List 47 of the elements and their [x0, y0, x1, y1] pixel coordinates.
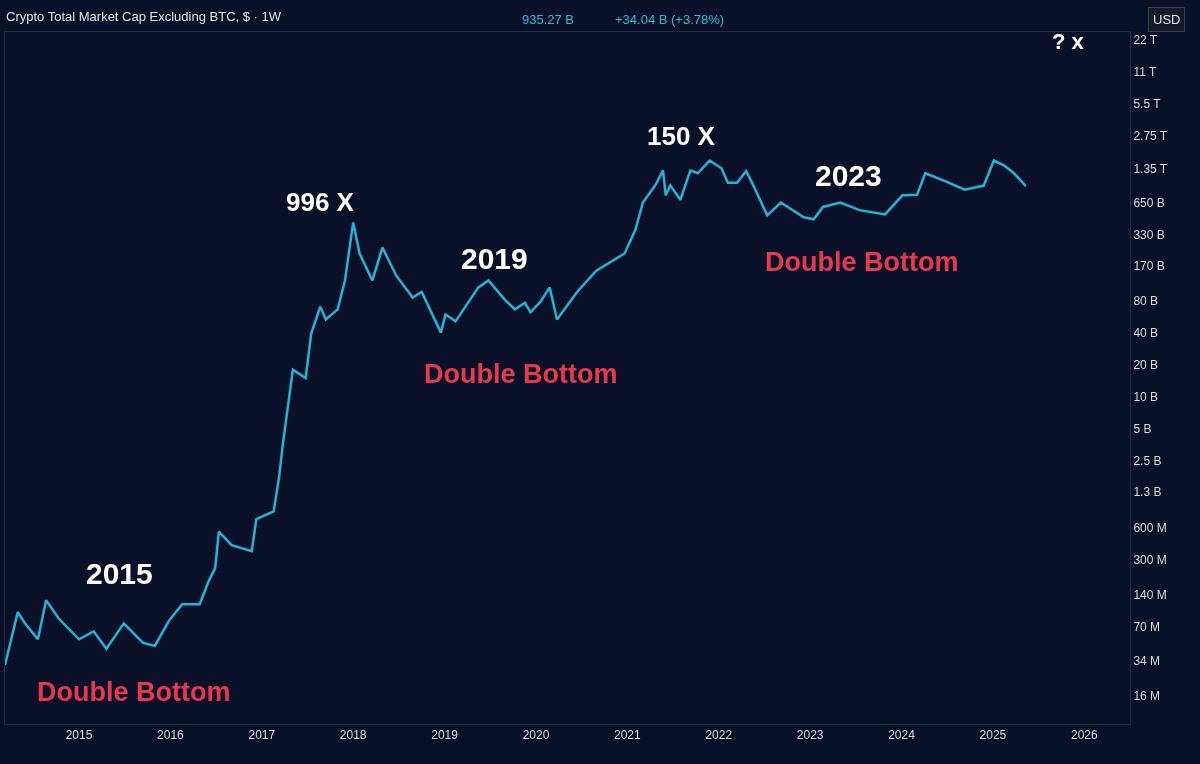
annotation: 150 X	[647, 121, 716, 151]
y-tick-label: 40 B	[1133, 325, 1159, 340]
chart-title: Crypto Total Market Cap Excluding BTC, $ · 1W	[6, 8, 282, 24]
x-tick-label: 2026	[1070, 728, 1098, 743]
annotation: ? x	[1052, 29, 1085, 54]
y-tick-label: 11 T	[1133, 65, 1157, 80]
annotation: Double Bottom	[37, 677, 231, 707]
x-tick-label: 2022	[705, 728, 733, 743]
y-tick-label: 140 M	[1133, 588, 1167, 603]
x-tick-label: 2020	[522, 728, 550, 743]
y-tick-label: 34 M	[1133, 653, 1161, 668]
y-tick-label: 1.35 T	[1133, 162, 1168, 177]
y-tick-label: 70 M	[1133, 620, 1161, 635]
annotation: 2023	[815, 159, 882, 192]
y-tick-label: 1.3 B	[1133, 484, 1162, 499]
y-tick-label: 16 M	[1133, 688, 1161, 703]
x-tick-label: 2018	[339, 728, 367, 743]
y-tick-label: 300 M	[1133, 552, 1167, 567]
y-tick-label: 5 B	[1133, 422, 1152, 437]
x-tick-label: 2019	[431, 728, 459, 743]
x-tick-label: 2021	[614, 728, 642, 743]
line-series	[5, 159, 1028, 667]
y-tick-label: 2.5 B	[1133, 454, 1162, 469]
y-tick-label: 600 M	[1133, 520, 1167, 535]
y-tick-label: 330 B	[1133, 227, 1165, 242]
x-tick-label: 2025	[979, 728, 1007, 743]
y-tick-label: 20 B	[1133, 357, 1159, 372]
annotation: Double Bottom	[765, 247, 959, 277]
y-tick-label: 5.5 T	[1133, 97, 1162, 112]
x-tick-label: 2015	[65, 728, 93, 743]
annotation: 996 X	[286, 187, 355, 217]
text: 935.27 B	[522, 12, 575, 27]
y-tick-label: 22 T	[1133, 32, 1158, 47]
y-tick-label: 10 B	[1133, 390, 1159, 405]
x-tick-label: 2024	[888, 728, 916, 743]
annotation: 2019	[461, 242, 528, 275]
annotation: 2015	[86, 557, 153, 590]
y-tick-label: 2.75 T	[1133, 129, 1168, 144]
y-tick-label: 80 B	[1133, 293, 1159, 308]
x-tick-label: 2016	[157, 728, 185, 743]
text: +34.04 B (+3.78%)	[615, 12, 725, 27]
x-tick-label: 2023	[796, 728, 824, 743]
y-tick-label: 650 B	[1133, 196, 1165, 211]
y-tick-label: 170 B	[1133, 258, 1165, 273]
annotation: Double Bottom	[424, 359, 618, 389]
text: USD	[1153, 12, 1181, 27]
x-tick-label: 2017	[248, 728, 276, 743]
